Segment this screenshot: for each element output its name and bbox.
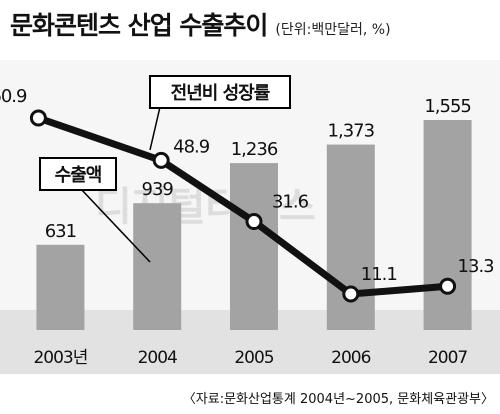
source-note: 〈자료:문화산업통계 2004년~2005, 문화체육관광부〉 xyxy=(182,392,494,407)
bar-value-label: 1,555 xyxy=(424,96,471,117)
growth-point xyxy=(439,277,457,295)
callout-box-growth xyxy=(149,75,291,109)
unit-label: (단위:백만달러, %) xyxy=(275,22,391,38)
growth-point xyxy=(152,151,170,169)
bar-2005 xyxy=(230,163,278,330)
bar-value-label: 939 xyxy=(142,179,174,200)
growth-point xyxy=(245,213,263,231)
growth-value-label: 13.3 xyxy=(458,256,495,277)
bar-2004 xyxy=(133,203,182,330)
category-label: 2003년 xyxy=(33,348,87,368)
category-label: 2004 xyxy=(138,348,177,368)
bar-value-label: 1,236 xyxy=(231,139,278,160)
bar-value-label: 631 xyxy=(45,221,76,242)
bar-2007 xyxy=(423,120,472,330)
growth-value-label: 11.1 xyxy=(361,264,397,285)
growth-point xyxy=(342,285,360,303)
callout-leader-growth xyxy=(149,106,161,151)
bar-value-label: 1,373 xyxy=(328,121,375,142)
chart-area: 디지털타임스 2003년 2004 2005 2006 2007 전년비 성장률수출액 … xyxy=(0,60,500,374)
growth-value-label: 60.9 xyxy=(0,86,27,107)
callout-label-growth: 전년비 성장률 xyxy=(171,83,270,104)
growth-value-label: 31.6 xyxy=(272,192,309,213)
callout-leader-export xyxy=(79,187,151,263)
bar-2003 xyxy=(36,244,85,330)
callout-box-export xyxy=(39,157,117,191)
chart-header: 문화콘텐츠 산업 수출추이 (단위:백만달러, %) xyxy=(10,6,494,46)
chart-title: 문화콘텐츠 산업 수출추이 xyxy=(10,11,268,40)
category-label: 2006 xyxy=(331,348,370,368)
growth-point xyxy=(29,109,47,127)
category-label: 2007 xyxy=(428,348,467,368)
callout-label-export: 수출액 xyxy=(55,165,102,186)
category-label: 2005 xyxy=(234,348,273,368)
growth-value-label: 48.9 xyxy=(173,136,210,157)
